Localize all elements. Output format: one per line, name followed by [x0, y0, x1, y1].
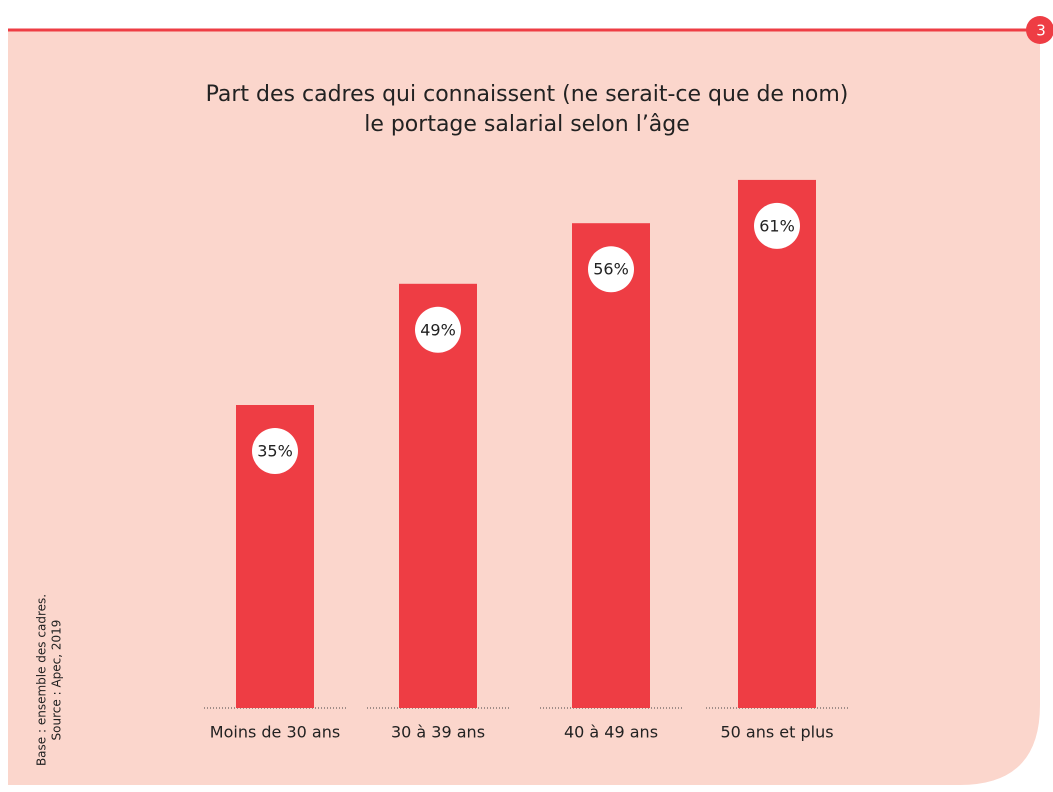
bar	[738, 179, 816, 708]
chart-title: Part des cadres qui connaissent (ne sera…	[206, 82, 849, 107]
note: Base : ensemble des cadres.	[35, 594, 49, 766]
page-badge	[1026, 16, 1053, 44]
x-tick-label: 30 à 39 ans	[391, 723, 485, 742]
bar	[572, 223, 650, 708]
panel	[8, 30, 1040, 785]
x-tick-label: Moins de 30 ans	[210, 723, 340, 742]
value-label: 49%	[420, 320, 456, 339]
chart-title: le portage salarial selon l’âge	[364, 112, 690, 137]
value-label: 61%	[759, 216, 795, 235]
x-tick-label: 50 ans et plus	[720, 723, 833, 742]
x-tick-label: 40 à 49 ans	[564, 723, 658, 742]
bar	[399, 283, 477, 708]
note: Source : Apec, 2019	[50, 620, 64, 741]
page-number: 3	[1036, 22, 1046, 40]
label-badge	[252, 428, 298, 474]
label-badge	[588, 246, 634, 293]
label-badge	[754, 202, 800, 249]
value-label: 56%	[593, 260, 629, 279]
label-badge	[415, 306, 461, 353]
value-label: 35%	[257, 442, 293, 461]
